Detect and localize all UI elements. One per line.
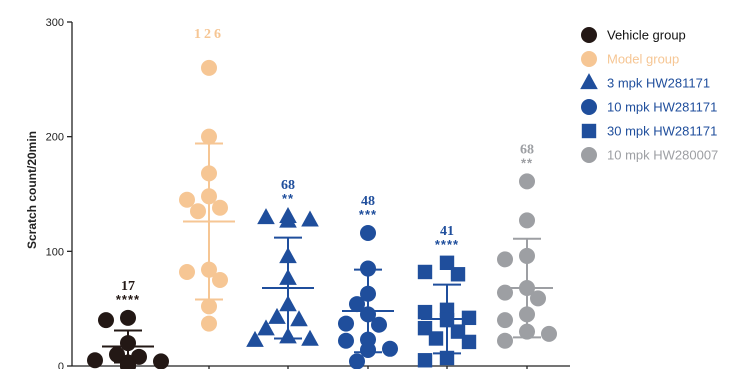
data-point — [461, 310, 477, 326]
data-point — [201, 59, 217, 76]
data-point — [279, 211, 297, 228]
legend-label: 10 mpk HW280007 — [607, 148, 718, 163]
mean-value-label: 68 — [281, 178, 295, 193]
legend-marker — [581, 27, 597, 43]
significance-label: **** — [435, 237, 459, 252]
data-point — [290, 310, 308, 327]
data-point — [98, 312, 114, 329]
data-point — [120, 309, 136, 326]
data-point — [246, 330, 264, 347]
y-tick-label: 0 — [58, 361, 64, 369]
data-point — [417, 353, 433, 368]
legend-label: Model group — [607, 52, 679, 67]
y-axis-label: Scratch count/20min — [25, 131, 39, 249]
data-point — [497, 332, 513, 349]
group-2: 126 — [179, 27, 235, 332]
data-point — [349, 353, 365, 369]
data-point — [179, 191, 195, 208]
legend-marker — [581, 51, 597, 67]
mean-value-label: 68 — [520, 142, 534, 157]
legend-item: 10 mpk HW281171 — [581, 99, 717, 115]
legend: Vehicle group Model group 3 mpk HW281171 10… — [580, 27, 718, 163]
data-point — [109, 346, 125, 363]
data-point — [87, 352, 103, 369]
data-point — [450, 267, 466, 282]
data-point — [257, 319, 275, 336]
data-point — [417, 304, 433, 320]
legend-marker — [581, 123, 597, 139]
data-point — [541, 325, 557, 342]
significance-label: *** — [359, 207, 377, 222]
legend-marker — [580, 73, 598, 90]
legend-label: 3 mpk HW281171 — [607, 76, 710, 91]
data-point — [201, 315, 217, 332]
y-tick-label: 300 — [46, 17, 64, 29]
mean-value-label: 48 — [361, 194, 375, 209]
legend-marker — [581, 147, 597, 163]
data-point — [153, 353, 169, 369]
data-point — [201, 298, 217, 315]
data-point — [417, 320, 433, 336]
data-point — [497, 251, 513, 268]
legend-item: Model group — [581, 51, 679, 67]
legend-label: Vehicle group — [607, 28, 686, 43]
data-point — [257, 208, 275, 225]
data-point — [301, 210, 319, 227]
data-point — [519, 173, 535, 190]
data-point — [268, 307, 286, 324]
data-point — [519, 212, 535, 229]
group-1: ****17 — [87, 279, 169, 369]
data-point — [212, 272, 228, 288]
data-point — [301, 329, 319, 346]
data-point — [190, 203, 206, 220]
significance-label: ** — [282, 191, 294, 206]
significance-label: ** — [521, 155, 533, 170]
group-5: ****41 — [417, 224, 477, 368]
data-point — [212, 199, 228, 216]
y-tick-label: 200 — [46, 132, 64, 144]
legend-label: 10 mpk HW281171 — [607, 100, 717, 115]
data-point — [439, 255, 455, 270]
group-4: ***48 — [338, 194, 398, 369]
data-point — [497, 312, 513, 329]
data-point — [371, 316, 387, 333]
group-6: **68 — [497, 142, 557, 349]
y-axis: 0 100 200 300 — [46, 17, 73, 369]
data-point — [461, 334, 477, 350]
data-point — [530, 290, 546, 307]
legend-marker — [581, 99, 597, 115]
data-point — [349, 296, 365, 313]
data-point — [338, 315, 354, 332]
data-point — [360, 260, 376, 277]
group-3: **68 — [246, 178, 319, 347]
data-point — [450, 324, 466, 339]
legend-item: 3 mpk HW281171 — [580, 73, 710, 91]
data-point — [382, 340, 398, 357]
significance-label: **** — [116, 292, 140, 307]
data-point — [179, 263, 195, 280]
mean-value-label: 126 — [194, 27, 224, 42]
legend-item: 30 mpk HW281171 — [581, 123, 717, 139]
mean-value-label: 41 — [440, 224, 454, 239]
legend-label: 30 mpk HW281171 — [607, 124, 717, 139]
legend-item: Vehicle group — [581, 27, 686, 43]
data-point — [428, 331, 444, 346]
y-tick-label: 100 — [46, 246, 64, 258]
data-point — [497, 284, 513, 301]
data-point — [360, 224, 376, 241]
legend-item: 10 mpk HW280007 — [581, 147, 718, 163]
data-point — [338, 332, 354, 349]
data-point — [417, 264, 433, 280]
mean-value-label: 17 — [121, 279, 135, 294]
data-point — [201, 128, 217, 145]
